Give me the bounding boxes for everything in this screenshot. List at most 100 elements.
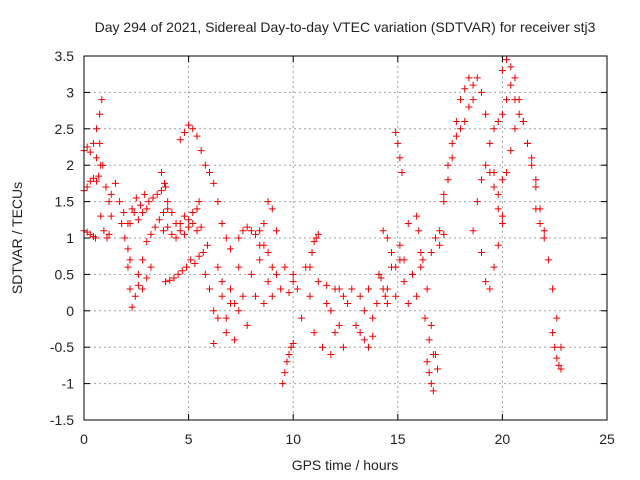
data-point <box>243 223 251 231</box>
data-point <box>494 205 502 213</box>
data-point <box>365 285 373 293</box>
data-point <box>557 365 565 373</box>
data-point <box>164 223 172 231</box>
data-point <box>86 177 94 185</box>
data-point <box>162 183 170 191</box>
data-point <box>185 121 193 129</box>
data-point <box>222 314 230 322</box>
data-point <box>118 219 126 227</box>
y-tick-label: -1 <box>62 376 75 392</box>
data-point <box>139 209 147 217</box>
data-point <box>174 270 182 278</box>
data-point <box>128 303 136 311</box>
data-point <box>93 125 101 133</box>
data-point <box>96 110 104 118</box>
data-point <box>503 168 511 176</box>
data-point <box>421 314 429 322</box>
data-point <box>214 263 222 271</box>
data-point <box>185 216 193 224</box>
data-point <box>272 227 280 235</box>
data-point <box>494 241 502 249</box>
data-point <box>189 209 197 217</box>
data-point <box>99 161 107 169</box>
data-point <box>151 223 159 231</box>
data-point <box>272 270 280 278</box>
data-point <box>134 216 142 224</box>
data-point <box>310 329 318 337</box>
data-point <box>164 198 172 206</box>
data-point <box>226 245 234 253</box>
data-point <box>452 118 460 126</box>
data-point <box>107 212 115 220</box>
data-point <box>444 176 452 184</box>
data-point <box>89 139 97 147</box>
data-point <box>161 179 169 187</box>
data-point <box>312 234 320 242</box>
data-point <box>157 187 165 195</box>
data-point <box>193 205 201 213</box>
data-point <box>247 227 255 235</box>
data-point <box>120 209 128 217</box>
y-tick-label: -1.5 <box>50 412 74 428</box>
data-point <box>553 354 561 362</box>
data-point <box>477 176 485 184</box>
data-point <box>498 176 506 184</box>
data-point <box>423 358 431 366</box>
data-point <box>494 118 502 126</box>
data-point <box>306 263 314 271</box>
data-point <box>369 332 377 340</box>
data-point <box>557 343 565 351</box>
data-point <box>155 216 163 224</box>
data-point <box>440 198 448 206</box>
data-point <box>490 125 498 133</box>
data-point <box>103 234 111 242</box>
axis-ticks <box>83 55 608 421</box>
data-point <box>323 281 331 289</box>
data-point <box>116 198 124 206</box>
data-point <box>162 278 170 286</box>
data-point <box>461 85 469 93</box>
data-point <box>532 205 540 213</box>
data-point <box>176 136 184 144</box>
data-point <box>264 198 272 206</box>
data-point <box>339 343 347 351</box>
data-point <box>214 314 222 322</box>
data-point <box>348 285 356 293</box>
data-point <box>143 274 151 282</box>
data-point <box>365 343 373 351</box>
data-point <box>383 234 391 242</box>
data-point <box>498 212 506 220</box>
data-point <box>260 300 268 308</box>
data-point <box>457 96 465 104</box>
data-point <box>352 321 360 329</box>
data-point <box>473 198 481 206</box>
data-point <box>141 190 149 198</box>
y-tick-label: 0 <box>66 303 74 319</box>
data-point <box>360 336 368 344</box>
data-point <box>239 227 247 235</box>
data-point <box>195 252 203 260</box>
x-tick-labels: 0 5 10 15 20 25 <box>80 431 615 447</box>
data-point <box>139 256 147 264</box>
data-point <box>461 118 469 126</box>
data-point <box>392 292 400 300</box>
data-point <box>436 227 444 235</box>
data-point <box>477 88 485 96</box>
data-point <box>477 249 485 257</box>
data-point <box>448 139 456 147</box>
data-point <box>111 179 119 187</box>
data-point <box>417 263 425 271</box>
data-point <box>136 201 144 209</box>
data-point <box>394 139 402 147</box>
data-point <box>327 307 335 315</box>
data-point <box>318 343 326 351</box>
data-point <box>415 227 423 235</box>
data-point <box>507 63 515 71</box>
data-point <box>392 128 400 136</box>
data-point <box>551 343 559 351</box>
data-point <box>83 143 91 151</box>
data-point <box>168 209 176 217</box>
data-point <box>383 285 391 293</box>
data-point <box>287 343 295 351</box>
data-point <box>231 336 239 344</box>
